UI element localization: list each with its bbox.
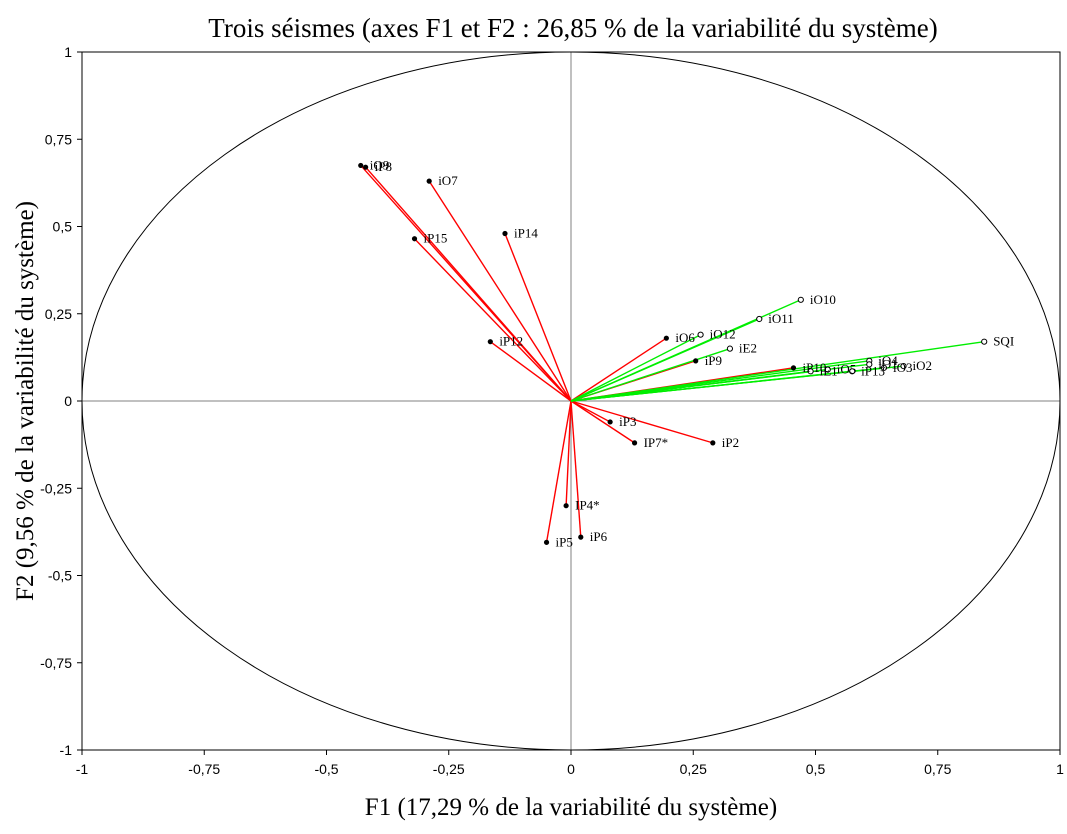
point-label-iO1: iO1 (878, 356, 898, 371)
point-IP7* (631, 440, 638, 446)
point-label-iP9: iP9 (705, 353, 722, 368)
point-label-iP14: iP14 (514, 225, 538, 240)
y-axis-title: F2 (9,56 % de la variabilité du système) (12, 201, 39, 601)
point-label-iO9: iO9 (370, 157, 390, 172)
vector-line-iP15 (414, 238, 572, 402)
vector-line-iO12 (570, 334, 701, 402)
point-iO2 (900, 363, 907, 370)
point-iO3 (880, 364, 888, 371)
point-label-iO6: iO6 (675, 330, 695, 345)
point-label-iO4: iO4 (878, 353, 898, 368)
y-tick-label: 0,5 (53, 219, 73, 235)
y-tick-label: 1 (64, 44, 72, 60)
x-tick-label: -0,25 (433, 761, 465, 777)
point-label-iO12: iO12 (710, 327, 736, 342)
point-label-iP5: iP5 (556, 534, 573, 549)
vector-line-iE2 (570, 347, 731, 402)
point-IP4* (563, 503, 569, 509)
y-tick-label: -0,25 (40, 480, 72, 496)
vector-line-iP6 (570, 400, 582, 538)
point-iO12 (697, 331, 704, 338)
x-axis-ticks: -1 -0,75 -0,5 -0,25 0 0,25 0,5 0,75 1 (76, 750, 1064, 777)
vector-line-iP12 (489, 341, 572, 402)
vector-line-iO6 (570, 337, 667, 402)
point-label-iO10: iO10 (810, 292, 836, 307)
point-label-IP7*: IP7* (644, 435, 669, 450)
point-label-iP10: iP10 (802, 360, 826, 375)
point-label-iP8: iP8 (375, 159, 392, 174)
vector-line-iO11 (570, 318, 760, 402)
point-SQI (981, 338, 988, 345)
x-tick-label: 0,75 (924, 761, 951, 777)
point-iP9 (693, 358, 699, 364)
point-iP15 (411, 236, 418, 242)
x-tick-label: 0,5 (806, 761, 826, 777)
point-label-iO5: iO5 (837, 362, 857, 377)
point-iO1 (866, 361, 873, 368)
point-iP12 (487, 339, 493, 345)
point-label-iP12: iP12 (499, 334, 523, 349)
point-label-iO11: iO11 (768, 311, 794, 326)
x-tick-label: 1 (1056, 761, 1064, 777)
point-iO6 (663, 335, 669, 341)
y-tick-label: -1 (60, 742, 73, 758)
y-tick-label: -0,5 (48, 568, 72, 584)
vector-line-IP4* (565, 400, 572, 506)
vector-line-iP5 (545, 400, 572, 543)
vector-line-iP13 (570, 370, 853, 402)
point-iP13 (849, 368, 856, 375)
variable-vectors (360, 164, 985, 543)
vector-line-iO7 (428, 180, 572, 402)
point-label-IP4*: IP4* (575, 498, 600, 513)
point-iO7 (426, 178, 432, 184)
point-label-iP13: iP13 (861, 363, 885, 378)
point-iO9 (358, 162, 364, 169)
point-label-iP15: iP15 (424, 231, 448, 246)
point-label-iP3: iP3 (619, 414, 636, 429)
x-tick-label: 0 (567, 761, 575, 777)
point-label-iP6: iP6 (590, 529, 608, 544)
point-label-iE1: iE1 (820, 363, 838, 378)
point-iE1 (807, 368, 814, 375)
point-label-iO3: iO3 (893, 360, 913, 375)
y-tick-label: 0 (64, 393, 72, 409)
y-tick-label: -0,75 (40, 655, 72, 671)
point-label-iO7: iO7 (438, 173, 458, 188)
point-iP2 (710, 440, 716, 446)
vector-line-iP2 (570, 400, 714, 444)
x-tick-label: -0,75 (188, 761, 220, 777)
vector-line-iE1 (570, 370, 811, 402)
point-iO11 (756, 315, 763, 323)
x-axis-title: F1 (17,29 % de la variabilité du système… (365, 794, 777, 821)
y-tick-label: 0,75 (45, 131, 72, 147)
x-tick-label: -0,5 (314, 761, 338, 777)
y-tick-label: 0,25 (45, 306, 72, 322)
point-iP10 (790, 365, 797, 371)
vector-line-iP14 (504, 233, 572, 402)
vector-line-IP7* (570, 400, 635, 444)
point-iP3 (607, 419, 613, 425)
point-label-iP2: iP2 (722, 435, 739, 450)
point-iP5 (543, 539, 550, 545)
point-iP8 (363, 164, 369, 170)
vector-line-iP8 (365, 166, 572, 402)
y-axis-ticks: -1 -0,75 -0,5 -0,25 0 0,25 0,5 0,75 1 (40, 44, 82, 758)
x-tick-label: 0,25 (680, 761, 707, 777)
point-iE2 (726, 345, 734, 352)
point-label-iE2: iE2 (739, 341, 757, 356)
point-iP14 (502, 230, 508, 237)
point-iO5 (824, 366, 831, 373)
point-label-iO2: iO2 (913, 358, 933, 373)
chart-title: Trois séismes (axes F1 et F2 : 26,85 % d… (208, 13, 937, 43)
variable-markers (358, 162, 988, 545)
point-iO10 (797, 296, 804, 303)
x-tick-label: -1 (76, 761, 89, 777)
point-iP6 (578, 534, 584, 540)
point-label-SQI: SQI (993, 334, 1014, 349)
